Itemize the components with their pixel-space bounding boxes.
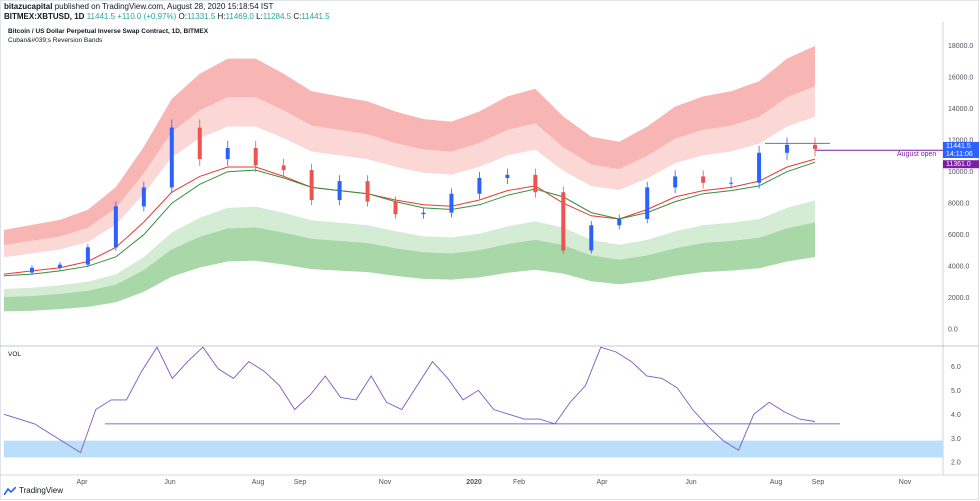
publisher-name[interactable]: bitazucapital <box>4 2 53 11</box>
candle-body <box>197 127 202 160</box>
y-tick-label: 10000.0 <box>948 169 973 176</box>
x-tick-label: Nov <box>379 479 392 486</box>
level-badge <box>943 160 979 169</box>
candle-body <box>505 174 510 178</box>
candle-body <box>337 181 342 201</box>
close-value: 11441.5 <box>301 12 330 21</box>
y-tick-label: 0.0 <box>948 327 958 334</box>
vol-pane-title: VOL <box>8 351 21 358</box>
vol-series-line <box>3 346 816 454</box>
candle-body <box>617 218 622 226</box>
low-label: L: <box>256 12 263 21</box>
candle-body <box>645 187 650 219</box>
x-tick-label: Aug <box>770 479 783 486</box>
y-tick-label: 18000.0 <box>948 43 973 50</box>
y-tick-label: 12000.0 <box>948 138 973 145</box>
candle-body <box>785 144 790 153</box>
y-tick-label: 6000.0 <box>948 232 970 239</box>
open-value: 11331.5 <box>186 12 216 21</box>
candle-body <box>85 247 90 265</box>
candle-body <box>113 206 118 248</box>
high-label: H: <box>217 12 226 21</box>
candle-body <box>393 201 398 215</box>
ohlc-line: BITMEX:XBTUSD, 1D 11441.5 +110.0 (+0.97%… <box>4 12 330 21</box>
x-tick-label: Sep <box>294 479 307 486</box>
volatility-band <box>4 440 943 458</box>
x-tick-label: Jun <box>164 479 175 486</box>
candle-body <box>281 165 286 171</box>
candle-body <box>29 267 34 273</box>
tradingview-brand: TradingView <box>19 486 64 495</box>
vol-y-tick-label: 4.0 <box>951 412 961 419</box>
high-value: 11469.0 <box>225 12 254 21</box>
y-tick-label: 8000.0 <box>948 201 970 208</box>
low-value: 11284.5 <box>262 12 292 21</box>
indicator-subtitle: Cuban&#039;s Reversion Bands <box>8 37 103 44</box>
candle-body <box>253 148 258 166</box>
x-tick-label: Apr <box>77 479 89 486</box>
publisher-line: bitazucapital published on TradingView.c… <box>4 2 273 11</box>
y-tick-label: 4000.0 <box>948 264 970 271</box>
candle-body <box>533 174 538 193</box>
lower-band-outer <box>4 222 815 312</box>
candle-body <box>57 264 62 268</box>
x-tick-label: Aug <box>252 479 265 486</box>
candle-body <box>141 187 146 207</box>
symbol-label[interactable]: BITMEX:XBTUSD, 1D <box>4 12 85 21</box>
price-change: +110.0 (+0.97%) <box>117 12 177 21</box>
candle-body <box>225 148 230 160</box>
last-price-badge-text: 11441.5 <box>946 143 971 150</box>
level-badge-text: 11361.0 <box>946 161 971 168</box>
open-label: O: <box>178 12 187 21</box>
y-tick-label: 16000.0 <box>948 75 973 82</box>
candle-body <box>757 152 762 183</box>
x-tick-label: 2020 <box>466 479 482 486</box>
y-tick-label: 2000.0 <box>948 295 970 302</box>
close-label: C: <box>293 12 302 21</box>
vol-y-tick-label: 3.0 <box>951 436 961 443</box>
x-tick-label: Nov <box>899 479 912 486</box>
reversion-midline-green <box>3 161 816 277</box>
countdown-badge-text: 14:11:06 <box>946 151 973 158</box>
candle-body <box>169 127 174 188</box>
y-tick-label: 14000.0 <box>948 106 973 113</box>
vol-y-tick-label: 6.0 <box>951 364 961 371</box>
candle-body <box>729 182 734 184</box>
tradingview-footer[interactable]: TradingView <box>4 486 63 495</box>
august-open-annotation: August open <box>897 151 936 158</box>
x-tick-label: Jun <box>685 479 696 486</box>
candle-body <box>701 176 706 183</box>
x-tick-label: Sep <box>812 479 825 486</box>
lower-band-inner <box>4 200 815 297</box>
candle-body <box>813 144 817 149</box>
candle-body <box>561 192 566 251</box>
vol-y-tick-label: 5.0 <box>951 388 961 395</box>
candle-body <box>673 176 678 188</box>
published-text: published on TradingView.com, August 28,… <box>54 2 274 11</box>
vol-y-tick-label: 2.0 <box>951 460 961 467</box>
candle-body <box>477 177 482 194</box>
candle-body <box>449 193 454 213</box>
last-price-badge <box>943 141 979 150</box>
candle-body <box>365 181 370 202</box>
main-chart-title: Bitcoin / US Dollar Perpetual Inverse Sw… <box>8 28 209 35</box>
candle-body <box>421 212 426 215</box>
upper-band-inner <box>4 86 815 258</box>
x-tick-label: Apr <box>597 479 609 486</box>
countdown-badge <box>943 149 979 158</box>
candle-body <box>589 225 594 251</box>
last-price: 11441.5 <box>86 12 116 21</box>
tradingview-logo-icon <box>4 486 16 495</box>
candle-body <box>309 170 314 201</box>
x-tick-label: Feb <box>513 479 525 486</box>
reversion-midline-red <box>3 158 816 275</box>
upper-band-outer <box>4 45 815 246</box>
